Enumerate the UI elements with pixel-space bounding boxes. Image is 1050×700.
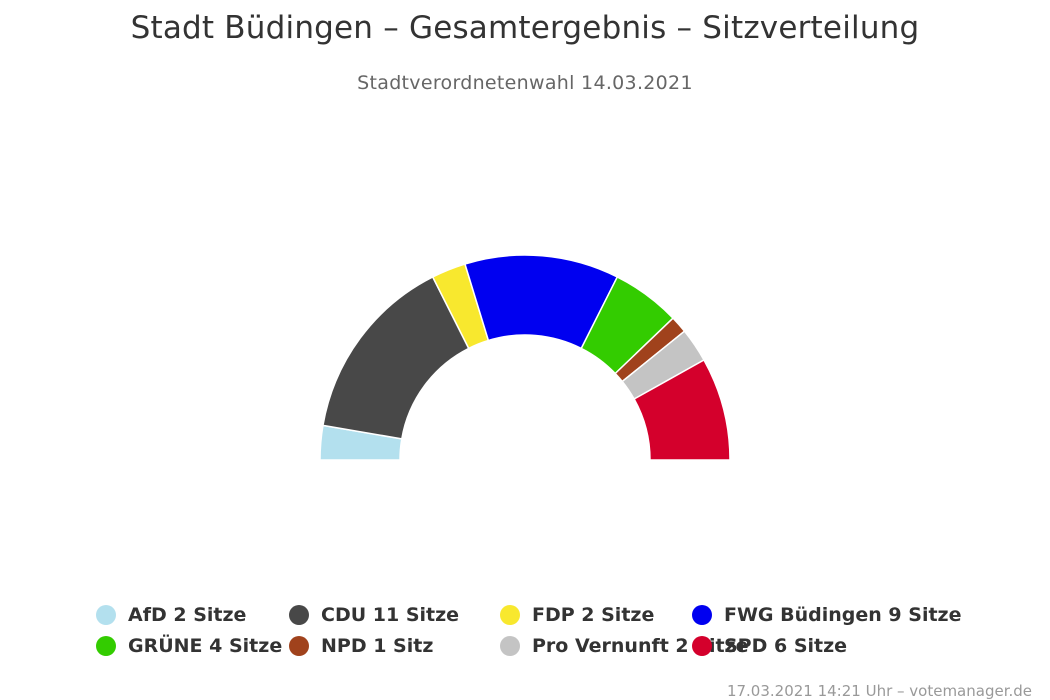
legend-marker [96,636,116,656]
legend-marker [289,636,309,656]
legend-item-cdu[interactable]: CDU 11 Sitze [289,602,459,628]
legend-item-afd[interactable]: AfD 2 Sitze [96,602,246,628]
legend-item-fdp[interactable]: FDP 2 Sitze [500,602,654,628]
legend-item-fwg-büdingen[interactable]: FWG Büdingen 9 Sitze [692,602,961,628]
legend-item-npd[interactable]: NPD 1 Sitz [289,633,433,659]
legend-label: AfD 2 Sitze [128,604,247,626]
legend-label: CDU 11 Sitze [321,604,460,626]
chart-subtitle: Stadtverordnetenwahl 14.03.2021 [357,72,693,94]
legend-marker [500,636,520,656]
legend-marker [289,605,309,625]
legend-marker [96,605,116,625]
seat-distribution-chart [319,254,731,461]
chart-title: Stadt Büdingen – Gesamtergebnis – Sitzve… [130,10,920,46]
legend-label: FWG Büdingen 9 Sitze [724,604,962,626]
legend-label: NPD 1 Sitz [321,635,434,657]
credits[interactable]: 17.03.2021 14:21 Uhr – votemanager.de [726,682,1032,700]
seat-segment-spd[interactable] [633,358,731,461]
legend-label: GRÜNE 4 Sitze [128,635,283,657]
legend-label: FDP 2 Sitze [532,604,655,626]
legend-item-spd[interactable]: SPD 6 Sitze [692,633,847,659]
legend-label: SPD 6 Sitze [724,635,848,657]
legend-marker [500,605,520,625]
legend-marker [692,636,712,656]
legend-item-grüne[interactable]: GRÜNE 4 Sitze [96,633,282,659]
legend-marker [692,605,712,625]
